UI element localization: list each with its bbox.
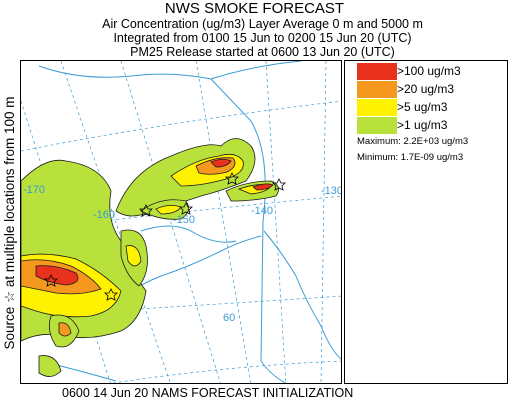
subtitle-release-start: PM25 Release started at 0600 13 Jun 20 (…	[130, 45, 395, 59]
plume-level-100	[252, 183, 274, 191]
graticule	[21, 61, 341, 383]
plume-level-20	[58, 322, 72, 337]
forecast-initialization: 0600 14 Jun 20 NAMS FORECAST INITIALIZAT…	[62, 386, 354, 400]
longitude-line	[320, 61, 327, 383]
longitude-line	[195, 61, 252, 383]
smoke-map: -170 -160 -150 -140 -130 60	[20, 60, 342, 384]
legend-panel: >100 ug/m3 >20 ug/m3 >5 ug/m3 >1 ug/m3 Maxi…	[344, 60, 508, 384]
smoke-plumes	[21, 138, 279, 377]
longitude-label: -160	[93, 209, 115, 221]
legend-swatch	[357, 99, 397, 116]
latitude-label: 60	[223, 312, 235, 324]
plume-level-100	[210, 158, 232, 168]
subtitle-concentration: Air Concentration (ug/m3) Layer Average …	[102, 17, 423, 31]
source-star-icon	[272, 178, 286, 191]
legend-label: >20 ug/m3	[397, 82, 455, 96]
source-star-icon	[104, 288, 118, 301]
source-markers	[44, 172, 286, 301]
source-star-icon	[139, 204, 153, 217]
longitude-label: -170	[23, 184, 45, 196]
subtitle-integration-period: Integrated from 0100 15 Jun to 0200 15 J…	[113, 31, 412, 45]
map-title: NWS SMOKE FORECAST	[164, 0, 345, 17]
legend-label: >1 ug/m3	[397, 118, 448, 132]
latitude-line	[111, 360, 341, 383]
legend-maximum: Maximum: 2.2E+03 ug/m3	[357, 136, 469, 147]
alaska-coast	[38, 65, 287, 383]
source-star-icon	[44, 274, 58, 287]
source-star-icon	[179, 202, 193, 215]
longitude-label: -150	[173, 214, 195, 226]
legend-minimum: Minimum: 1.7E-09 ug/m3	[357, 152, 464, 163]
yukon-coast	[263, 230, 341, 360]
longitude-label: -140	[251, 205, 273, 217]
plume-level-5	[125, 245, 142, 267]
graticule-labels: -170 -160 -150 -140 -130 60	[23, 184, 342, 324]
legend-swatch	[357, 63, 397, 80]
latitude-line	[21, 100, 341, 152]
plume-level-1	[38, 355, 62, 377]
longitude-line	[21, 100, 111, 383]
longitude-line	[265, 61, 287, 383]
source-star-icon	[225, 172, 239, 185]
legend-swatch	[357, 117, 397, 134]
source-side-label-text: Source ☆ at multiple locations from 100 …	[2, 96, 17, 349]
legend-label: >100 ug/m3	[397, 64, 461, 78]
smoke-map-svg: -170 -160 -150 -140 -130 60	[21, 61, 342, 383]
arctic-coast	[210, 61, 302, 80]
inland-river	[140, 225, 237, 243]
longitude-label: -130	[321, 185, 342, 197]
legend-label: >5 ug/m3	[397, 100, 448, 114]
legend-swatch	[357, 81, 397, 98]
source-side-label: Source ☆ at multiple locations from 100 …	[0, 60, 20, 385]
longitude-line	[120, 61, 221, 383]
